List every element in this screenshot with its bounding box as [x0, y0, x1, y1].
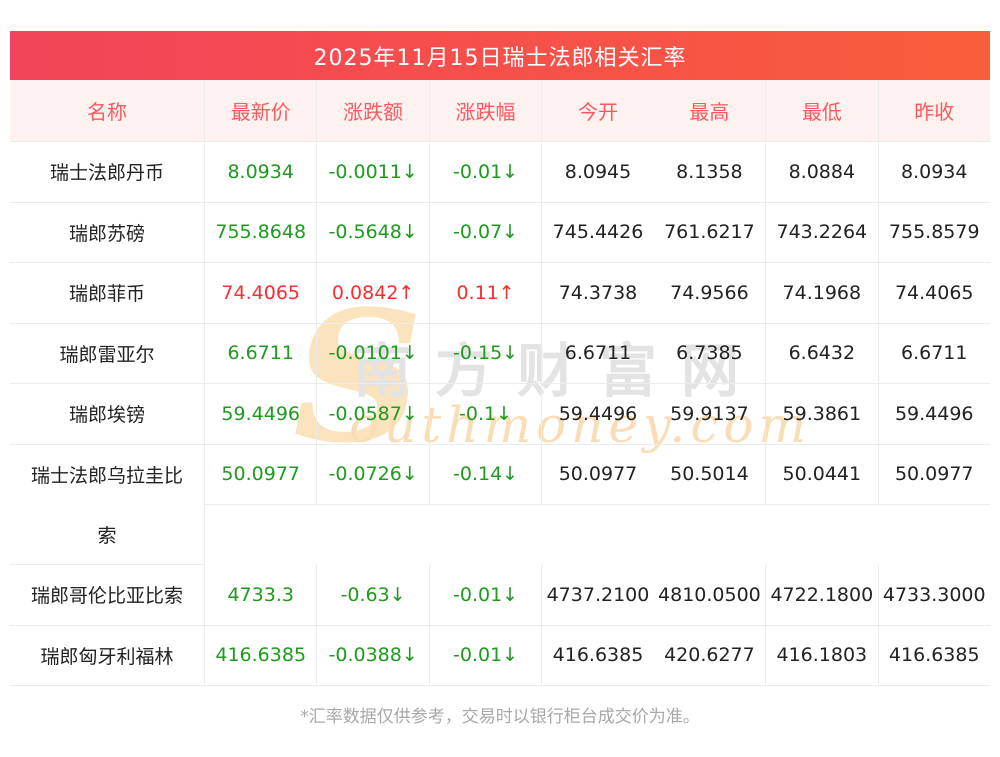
open-price: 8.0945: [564, 160, 632, 183]
low-price: 50.0441: [766, 444, 879, 504]
column-header-5: 最高: [654, 80, 767, 141]
disclaimer-note: *汇率数据仅供参考，交易时以银行柜台成交价为准。: [300, 707, 700, 727]
page-title: 2025年11月15日瑞士法郎相关汇率: [10, 31, 990, 80]
change-percent: -0.15↓: [430, 323, 543, 383]
change-amount: -0.0101↓: [317, 323, 430, 383]
change-percent: 0.11↑: [430, 263, 543, 323]
currency-name: 瑞士法郎乌拉圭比索: [10, 444, 205, 565]
currency-name: 瑞郎菲币: [10, 263, 205, 323]
table-row: 瑞郎苏磅 755.8648 -0.5648↓ -0.07↓ 745.4426 761.62…: [10, 202, 990, 263]
high-price: 6.7385: [654, 323, 767, 383]
change-amount: -0.63↓: [317, 565, 430, 625]
currency-name: 瑞郎哥伦比亚比索: [10, 565, 205, 625]
prev-close: 59.4496: [894, 402, 974, 425]
low-price: 416.1803: [766, 625, 879, 685]
table-row: 瑞士法郎丹币 8.0934 -0.0011↓ -0.01↓ 8.0945 8.1358 8.…: [10, 142, 990, 203]
prev-close: 416.6385: [888, 644, 980, 667]
prev-close: 74.4065: [894, 281, 974, 304]
prev-close: 50.0977: [894, 463, 974, 485]
change-amount: -0.0726↓: [317, 444, 430, 504]
change-amount: -0.0587↓: [317, 384, 430, 444]
open-price: 6.6711: [564, 342, 632, 365]
open-price: 74.3738: [558, 281, 638, 304]
currency-name-line: 瑞士法郎乌拉圭比: [30, 464, 183, 487]
currency-name: 瑞郎埃镑: [10, 384, 205, 444]
high-price: 8.1358: [654, 142, 767, 202]
low-price: 74.1968: [766, 263, 879, 323]
column-header-4: 今开: [577, 100, 618, 124]
table-row: 瑞郎埃镑 59.4496 -0.0587↓ -0.1↓ 59.4496 59.9137 59…: [10, 384, 990, 445]
table-body: 瑞士法郎丹币 8.0934 -0.0011↓ -0.01↓ 8.0945 8.1358 8.…: [10, 142, 990, 686]
latest-price: 8.0934: [205, 142, 318, 202]
column-header-1: 最新价: [205, 80, 318, 141]
latest-price: 755.8648: [205, 202, 318, 262]
low-price: 743.2264: [766, 202, 879, 262]
open-price: 4737.2100: [546, 583, 650, 606]
open-price: 59.4496: [558, 402, 638, 425]
column-header-0: 名称: [10, 80, 205, 141]
prev-close: 8.0934: [901, 160, 968, 183]
table-row: 瑞郎雷亚尔 6.6711 -0.0101↓ -0.15↓ 6.6711 6.7385 6.6…: [10, 323, 990, 384]
low-price: 4722.1800: [766, 565, 879, 625]
change-percent: -0.07↓: [430, 202, 543, 262]
high-price: 420.6277: [654, 625, 767, 685]
column-header-3: 涨跌幅: [430, 80, 543, 141]
table-row: 瑞士法郎乌拉圭比索 50.0977 -0.0726↓ -0.14↓ 50.0977 50.…: [10, 444, 990, 566]
change-amount: 0.0842↑: [317, 263, 430, 323]
table-row: 瑞郎哥伦比亚比索 4733.3 -0.63↓ -0.01↓ 4737.2100 4810.…: [10, 565, 990, 626]
prev-close: 4733.3000: [882, 583, 986, 606]
currency-name: 瑞郎雷亚尔: [10, 323, 205, 383]
open-price: 416.6385: [552, 644, 644, 667]
change-amount: -0.5648↓: [317, 202, 430, 262]
high-price: 50.5014: [654, 444, 767, 504]
latest-price: 74.4065: [205, 263, 318, 323]
rates-table: 2025年11月15日瑞士法郎相关汇率 名称 最新价 涨跌额 涨跌幅 今开 最高 最低 昨收 …: [10, 31, 990, 727]
low-price: 59.3861: [766, 384, 879, 444]
row-wrap-gap: [205, 505, 990, 566]
column-header-6: 最低: [766, 80, 879, 141]
column-header-2: 涨跌额: [317, 80, 430, 141]
table-row: 瑞郎菲币 74.4065 0.0842↑ 0.11↑ 74.3738 74.9566 74.…: [10, 263, 990, 324]
currency-name: 瑞郎匈牙利福林: [10, 625, 205, 685]
prev-close: 755.8579: [888, 221, 980, 244]
latest-price: 59.4496: [205, 384, 318, 444]
high-price: 4810.0500: [654, 565, 767, 625]
currency-name: 瑞郎苏磅: [10, 202, 205, 262]
currency-name-line: 索: [97, 524, 117, 547]
currency-name: 瑞士法郎丹币: [10, 142, 205, 202]
change-percent: -0.01↓: [430, 625, 543, 685]
low-price: 6.6432: [766, 323, 879, 383]
change-amount: -0.0388↓: [317, 625, 430, 685]
open-price: 50.0977: [558, 463, 638, 485]
latest-price: 50.0977: [205, 444, 318, 504]
column-header-7: 昨收: [914, 100, 955, 124]
table-row: 瑞郎匈牙利福林 416.6385 -0.0388↓ -0.01↓ 416.6385 420…: [10, 625, 990, 686]
change-percent: -0.1↓: [430, 384, 543, 444]
open-price: 745.4426: [552, 221, 644, 244]
latest-price: 4733.3: [205, 565, 318, 625]
high-price: 59.9137: [654, 384, 767, 444]
high-price: 74.9566: [654, 263, 767, 323]
change-percent: -0.14↓: [430, 444, 543, 504]
change-percent: -0.01↓: [430, 142, 543, 202]
table-header-row: 名称 最新价 涨跌额 涨跌幅 今开 最高 最低 昨收: [10, 80, 990, 142]
change-amount: -0.0011↓: [317, 142, 430, 202]
prev-close: 6.6711: [901, 342, 968, 365]
change-percent: -0.01↓: [430, 565, 543, 625]
high-price: 761.6217: [654, 202, 767, 262]
latest-price: 6.6711: [205, 323, 318, 383]
low-price: 8.0884: [766, 142, 879, 202]
latest-price: 416.6385: [205, 625, 318, 685]
